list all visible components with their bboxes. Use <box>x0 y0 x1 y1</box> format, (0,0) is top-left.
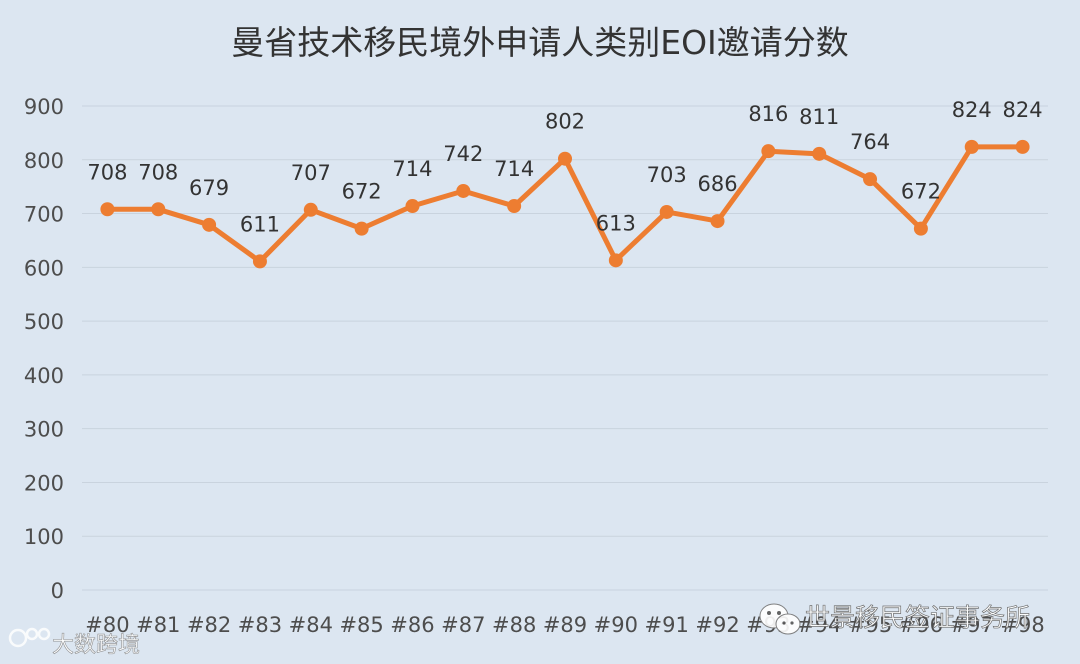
data-label: 714 <box>494 157 534 181</box>
x-tick-label: #91 <box>645 613 689 637</box>
data-label: 816 <box>748 102 788 126</box>
data-point <box>151 202 166 217</box>
y-tick-label: 100 <box>24 525 64 549</box>
x-tick-label: #83 <box>238 613 282 637</box>
y-axis-ticks: 0 100 200 300 400 500 600 700 800 900 <box>24 95 64 603</box>
data-point <box>252 254 267 269</box>
x-tick-label: #81 <box>136 613 180 637</box>
data-point <box>456 183 471 198</box>
data-label: 613 <box>596 211 636 235</box>
data-point <box>202 217 217 232</box>
data-label: 811 <box>799 105 839 129</box>
data-label: 742 <box>443 142 483 166</box>
y-tick-label: 600 <box>24 256 64 280</box>
x-tick-label: #90 <box>594 613 638 637</box>
x-tick-label: #88 <box>492 613 536 637</box>
data-label: 672 <box>342 180 382 204</box>
data-label: 703 <box>647 163 687 187</box>
y-tick-label: 800 <box>24 149 64 173</box>
chart-title: 曼省技术移民境外申请人类别EOI邀请分数 <box>231 23 849 62</box>
data-point <box>761 144 776 159</box>
y-tick-label: 500 <box>24 310 64 334</box>
x-tick-label: #98 <box>1000 613 1044 637</box>
data-label: 824 <box>1003 98 1043 122</box>
x-tick-label: #84 <box>289 613 333 637</box>
x-tick-label: #80 <box>85 613 129 637</box>
y-tick-label: 700 <box>24 203 64 227</box>
data-label: 686 <box>697 172 737 196</box>
x-tick-label: #95 <box>848 613 892 637</box>
watermark-right-text: 世景移民签证事务所 <box>805 603 1030 632</box>
data-point <box>507 199 522 214</box>
data-label: 708 <box>87 160 127 184</box>
data-point <box>354 221 369 236</box>
x-tick-label: #82 <box>187 613 231 637</box>
data-label: 672 <box>901 180 941 204</box>
x-tick-label: #89 <box>543 613 587 637</box>
y-tick-label: 400 <box>24 364 64 388</box>
x-tick-label: #86 <box>390 613 434 637</box>
y-tick-label: 0 <box>51 579 64 603</box>
wechat-icon <box>759 603 801 635</box>
x-tick-label: #85 <box>339 613 383 637</box>
x-tick-label: #97 <box>950 613 994 637</box>
data-point <box>710 214 725 229</box>
data-label: 764 <box>850 130 890 154</box>
watermark-left: 大数跨境 <box>8 627 140 658</box>
data-point <box>558 151 572 166</box>
watermark-right: 世景移民签证事务所 <box>759 603 1030 635</box>
data-point <box>303 202 318 217</box>
data-point <box>1015 139 1030 154</box>
data-label: 707 <box>291 161 331 185</box>
data-point <box>100 202 115 217</box>
x-tick-label: #87 <box>441 613 485 637</box>
data-label: 824 <box>952 98 992 122</box>
data-point <box>812 146 827 161</box>
x-tick-label: #94 <box>797 613 841 637</box>
x-tick-label: #92 <box>695 613 739 637</box>
data-label: 611 <box>240 212 280 236</box>
y-tick-label: 200 <box>24 471 64 495</box>
series-line-group <box>100 139 1030 269</box>
data-point <box>405 199 420 214</box>
x-tick-label: #96 <box>899 613 943 637</box>
data-point <box>608 253 623 268</box>
data-point <box>863 172 878 187</box>
data-label: 802 <box>545 110 585 134</box>
data-label: 679 <box>189 176 229 200</box>
data-labels: 708 708 679 611 707 672 714 742 714 802 613 703 686 8… <box>87 98 1042 237</box>
data-label: 708 <box>138 160 178 184</box>
data-label: 714 <box>392 157 432 181</box>
watermark-left-text: 大数跨境 <box>52 633 140 658</box>
data-point <box>964 139 979 154</box>
data-point <box>913 221 928 236</box>
x-axis-ticks: #80 #81 #82 #83 #84 #85 #86 #87 #88 #89 #90 #91 #92 #… <box>85 613 1044 637</box>
y-tick-label: 900 <box>24 95 64 119</box>
sina-logo-icon <box>8 627 51 648</box>
y-tick-label: 300 <box>24 418 64 442</box>
data-point <box>659 204 674 219</box>
